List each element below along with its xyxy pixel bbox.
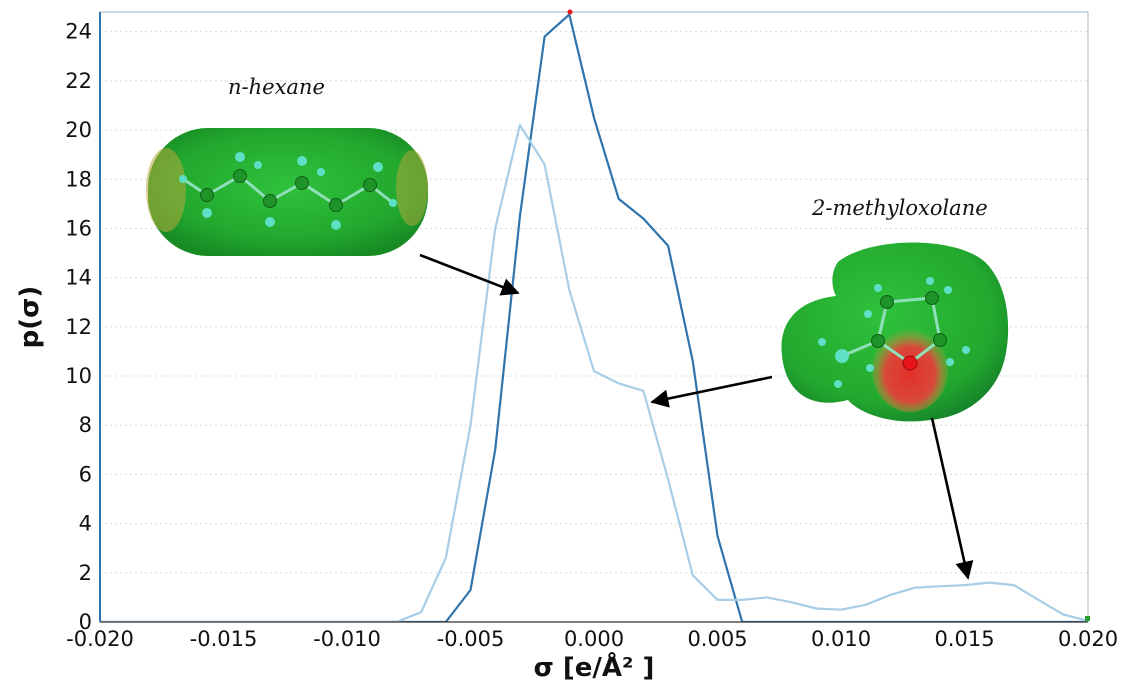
x-tick-labels: -0.020 -0.015 -0.010 -0.005 0.000 0.005 0.010 0…	[66, 627, 1118, 651]
y-tick-label: 24	[65, 20, 92, 44]
peak-marker	[567, 9, 573, 15]
y-tick-label: 6	[79, 462, 92, 486]
series-line-hexane	[100, 13, 1088, 622]
x-tick-label: -0.005	[437, 627, 505, 651]
methyloxolane-arrow	[650, 375, 773, 408]
methyloxolane-molecule-image	[781, 242, 1009, 422]
x-tick-label: -0.020	[66, 627, 134, 651]
x-tick-label: -0.010	[313, 627, 381, 651]
y-tick-label: 22	[65, 69, 92, 93]
x-tick-label: 0.000	[564, 627, 624, 651]
x-tick-label: 0.010	[811, 627, 871, 651]
x-tick-label: 0.020	[1058, 627, 1118, 651]
y-axis-title: p(σ)	[15, 286, 45, 349]
x-tick-label: 0.005	[687, 627, 747, 651]
y-tick-label: 12	[65, 315, 92, 339]
y-tick-label: 8	[79, 413, 92, 437]
y-tick-label: 10	[65, 364, 92, 388]
x-axis-title: σ [e/Å² ]	[534, 651, 655, 683]
y-tick-label: 0	[79, 610, 92, 634]
y-tick-label: 2	[79, 561, 92, 585]
x-tick-label: 0.015	[934, 627, 994, 651]
y-tick-label: 16	[65, 216, 92, 240]
end-marker	[1085, 616, 1090, 621]
y-tick-label: 14	[65, 266, 92, 290]
hexane-arrow	[419, 253, 520, 296]
y-tick-label: 4	[79, 512, 92, 536]
y-tick-label: 18	[65, 167, 92, 191]
hexane-molecule-image	[146, 128, 428, 256]
series-layer	[100, 13, 1088, 622]
methyloxolane-label: 2-methyloxolane	[811, 196, 988, 220]
hexane-label: n-hexane	[228, 75, 325, 99]
y-tick-label: 20	[65, 118, 92, 142]
methyloxolane-oxygen-arrow	[930, 417, 974, 580]
x-tick-label: -0.015	[190, 627, 258, 651]
series-line-methyloxolane	[100, 124, 1088, 622]
